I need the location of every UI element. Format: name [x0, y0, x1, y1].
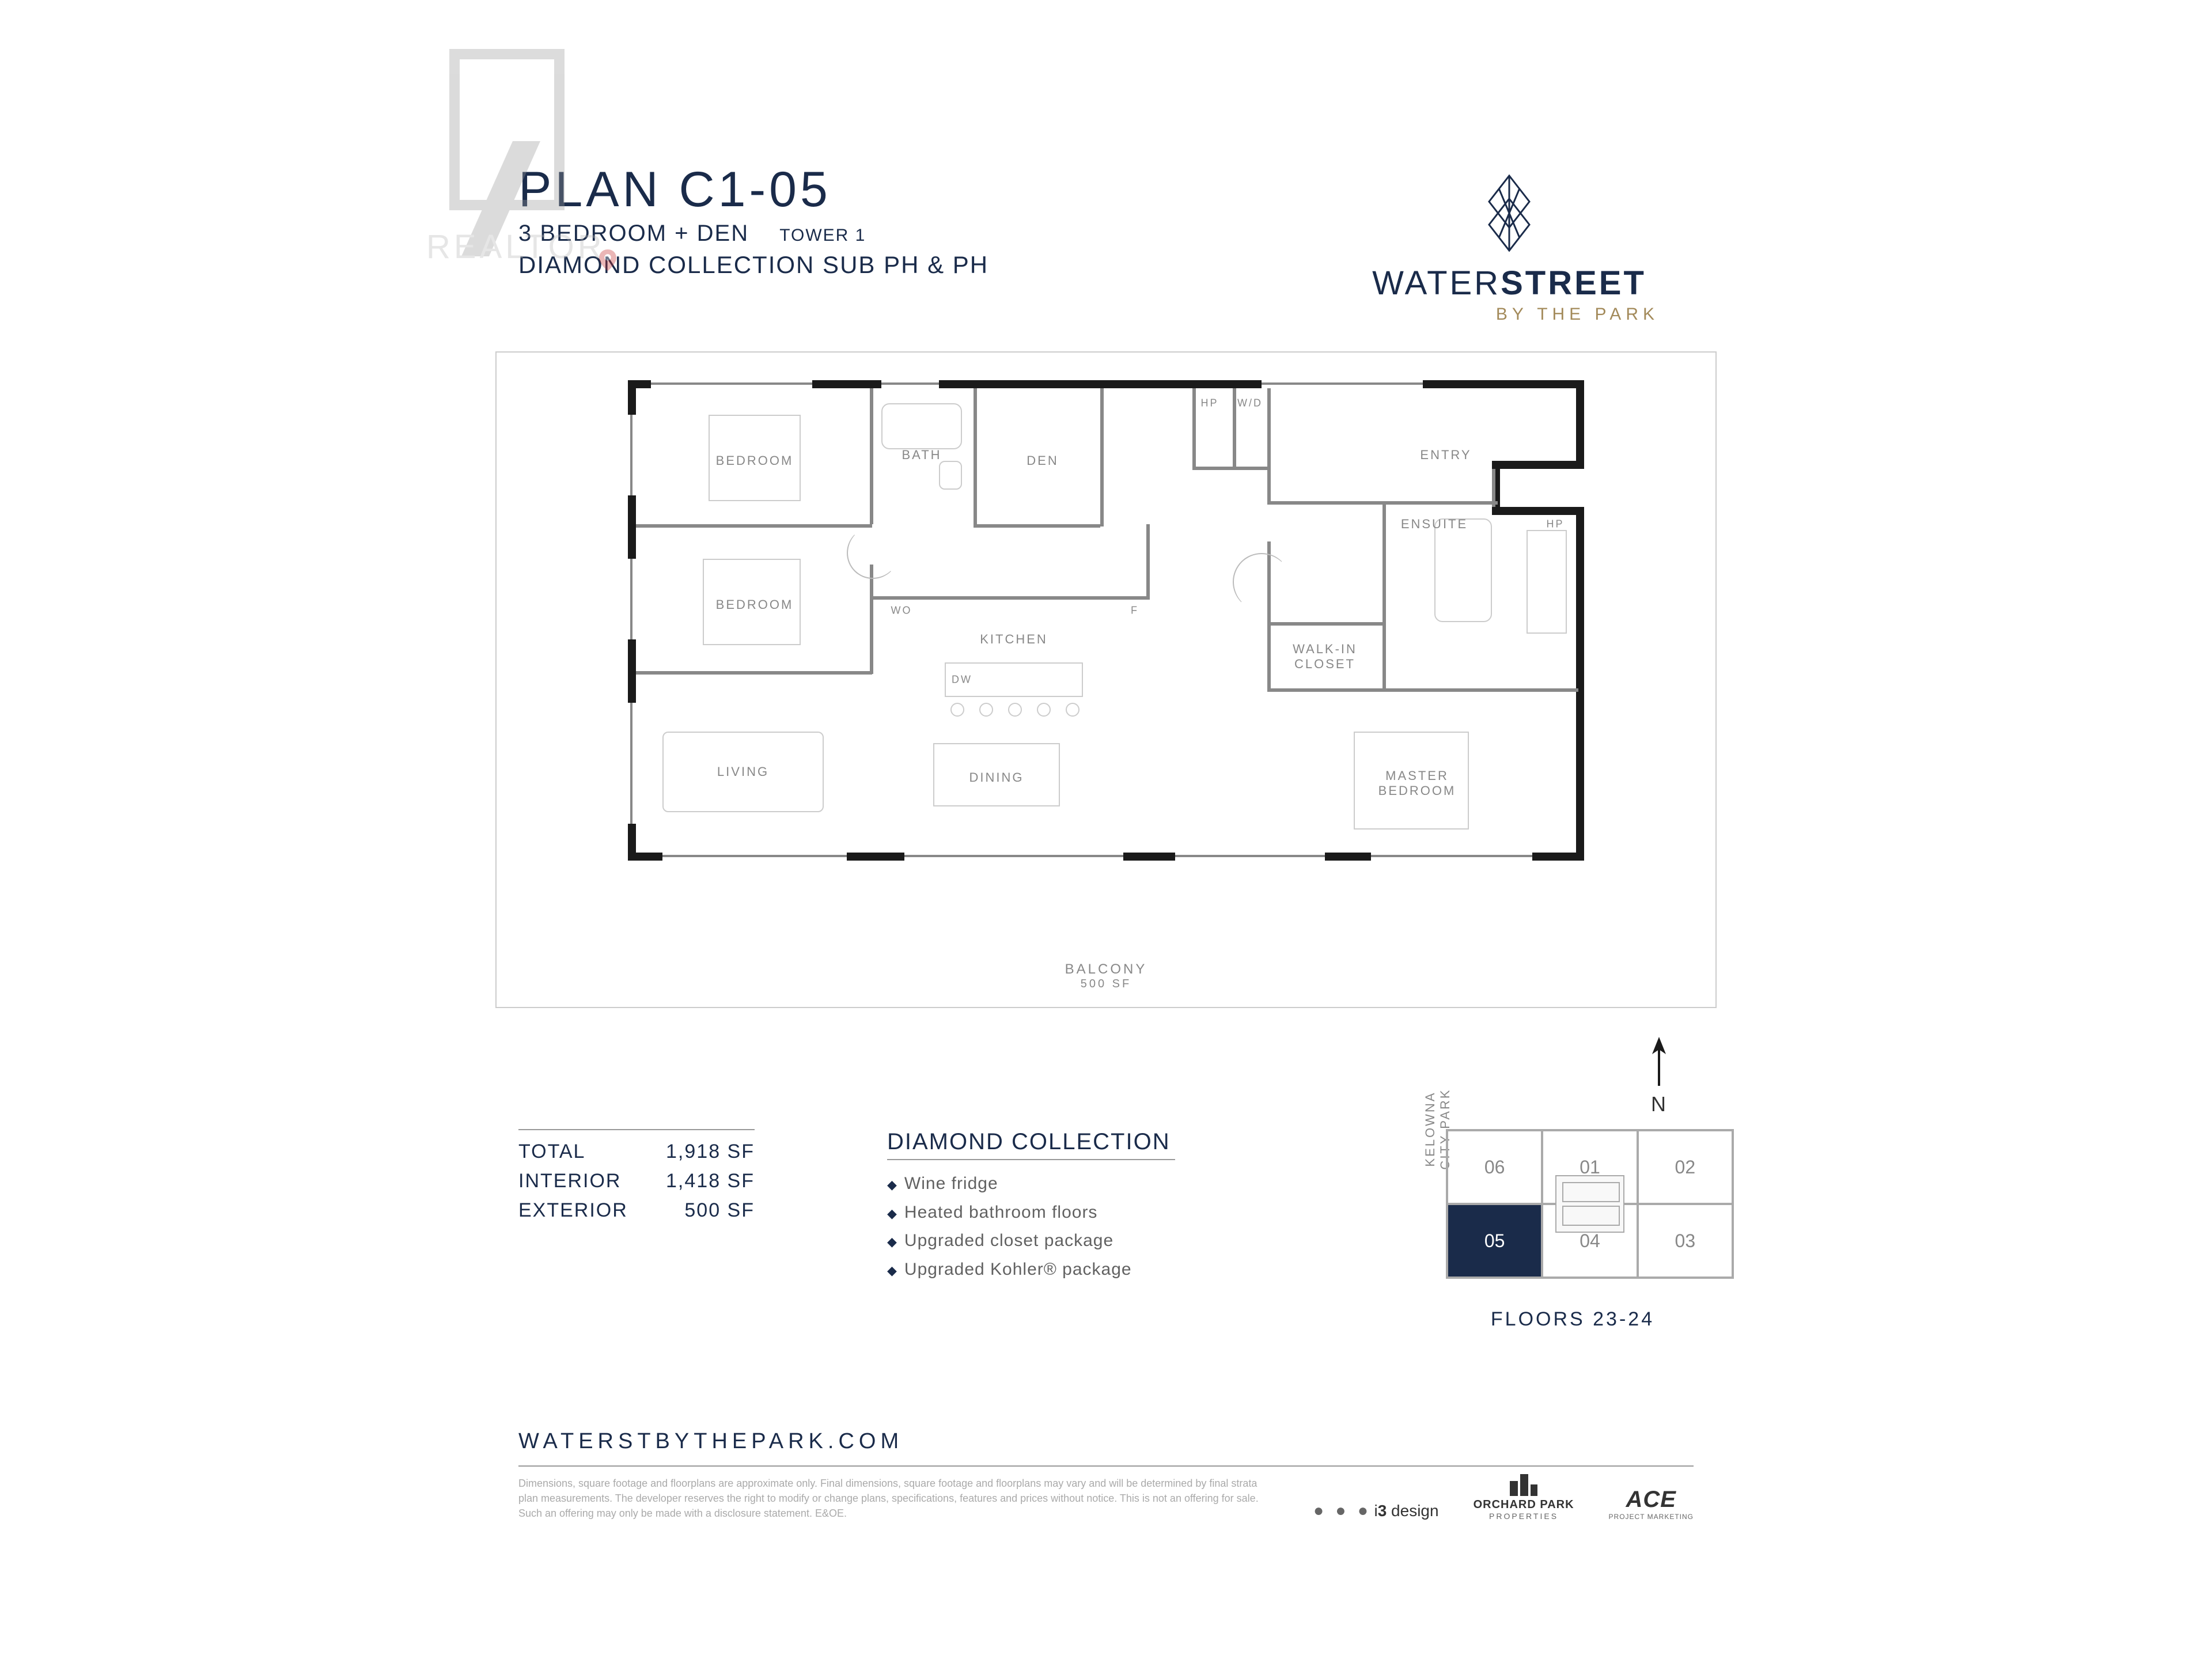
- ace-text: ACE: [1609, 1487, 1694, 1513]
- feature-3: Upgraded closet package: [904, 1231, 1113, 1250]
- footer-logos: ● ● ● i3 design ORCHARD PARK PROPERTIES …: [1313, 1471, 1694, 1521]
- sqft-total-val: 1,918 SF: [651, 1141, 755, 1163]
- label-dw: DW: [952, 674, 972, 686]
- locator-floors: FLOORS 23-24: [1411, 1308, 1734, 1331]
- label-bedroom2: BEDROOM: [716, 597, 794, 612]
- unit: BEDROOM BATH DEN HP W/D ENTRY BEDROOM WO…: [628, 380, 1584, 910]
- label-bedroom1: BEDROOM: [716, 453, 794, 468]
- plan-bedrooms: 3 BEDROOM + DEN: [518, 221, 749, 246]
- collection-list: ◆Wine fridge ◆Heated bathroom floors ◆Up…: [887, 1169, 1132, 1283]
- label-entry: ENTRY: [1420, 448, 1471, 463]
- feature-4: Upgraded Kohler® package: [904, 1260, 1132, 1279]
- sqft-exterior-val: 500 SF: [651, 1199, 755, 1222]
- brand-name-bold: STREET: [1501, 264, 1646, 302]
- label-den: DEN: [1027, 453, 1058, 468]
- locator: KELOWNA CITY PARK 06 01 02 05 04 03 FLOO…: [1411, 1129, 1734, 1302]
- toilet: [939, 461, 962, 490]
- label-ensuite: ENSUITE: [1401, 517, 1468, 532]
- logo-ace: ACE PROJECT MARKETING: [1609, 1487, 1694, 1521]
- feature-2: Heated bathroom floors: [904, 1203, 1098, 1222]
- orchard-properties-text: PROPERTIES: [1474, 1512, 1574, 1521]
- brand-tagline: BY THE PARK: [1359, 305, 1659, 324]
- feature-1: Wine fridge: [904, 1174, 998, 1193]
- sqft-interior-label: INTERIOR: [518, 1170, 651, 1192]
- ensuite-tub: [1434, 518, 1492, 622]
- footer-url: WATERSTBYTHEPARK.COM: [518, 1429, 1694, 1454]
- loc-06: 06: [1447, 1130, 1542, 1204]
- loc-03: 03: [1638, 1204, 1733, 1278]
- label-hp1: HP: [1200, 397, 1218, 410]
- footer-legal: Dimensions, square footage and floorplan…: [518, 1476, 1279, 1521]
- bathtub: [881, 403, 962, 449]
- label-balcony: BALCONY 500 SF: [1065, 961, 1147, 991]
- label-f: F: [1131, 605, 1139, 617]
- balcony-text: BALCONY: [1065, 961, 1147, 977]
- sqft-total-label: TOTAL: [518, 1141, 651, 1163]
- label-living: LIVING: [717, 764, 769, 779]
- locator-core: [1555, 1175, 1624, 1233]
- floorplan: BEDROOM BATH DEN HP W/D ENTRY BEDROOM WO…: [495, 351, 1717, 1008]
- compass: N: [1647, 1037, 1671, 1116]
- logo-i3design: ● ● ● i3 design: [1313, 1501, 1439, 1521]
- brand-logo: WATERSTREET BY THE PARK: [1359, 173, 1659, 324]
- label-bath: BATH: [902, 448, 941, 463]
- compass-n: N: [1647, 1092, 1671, 1116]
- ensuite-vanity: [1527, 530, 1567, 634]
- brand-name-light: WATER: [1372, 264, 1501, 302]
- logo-orchard-park: ORCHARD PARK PROPERTIES: [1474, 1471, 1574, 1521]
- label-hp2: HP: [1546, 518, 1564, 531]
- loc-05: 05: [1447, 1204, 1542, 1278]
- label-wd: W/D: [1237, 397, 1263, 410]
- sqft-exterior-label: EXTERIOR: [518, 1199, 651, 1222]
- locator-grid: 06 01 02 05 04 03: [1446, 1129, 1734, 1279]
- header: PLAN C1-05 3 BEDROOM + DEN TOWER 1 DIAMO…: [518, 161, 1694, 279]
- footer: WATERSTBYTHEPARK.COM Dimensions, square …: [518, 1429, 1694, 1521]
- ace-sub-text: PROJECT MARKETING: [1609, 1513, 1694, 1521]
- brand-name: WATERSTREET: [1359, 264, 1659, 302]
- label-walkin: WALK-IN CLOSET: [1293, 642, 1357, 672]
- sqft-table: TOTAL1,918 SF INTERIOR1,418 SF EXTERIOR5…: [518, 1129, 755, 1229]
- collection-title: DIAMOND COLLECTION: [887, 1129, 1171, 1155]
- balcony-sf: 500 SF: [1065, 978, 1147, 991]
- plan-tower: TOWER 1: [779, 226, 866, 245]
- label-kitchen: KITCHEN: [980, 632, 1048, 647]
- label-wo: WO: [891, 605, 912, 617]
- label-dining: DINING: [969, 770, 1024, 785]
- sqft-interior-val: 1,418 SF: [651, 1170, 755, 1192]
- page: PLAN C1-05 3 BEDROOM + DEN TOWER 1 DIAMO…: [432, 75, 1780, 1584]
- loc-02: 02: [1638, 1130, 1733, 1204]
- brand-diamond-icon: [1483, 173, 1535, 253]
- label-master: MASTER BEDROOM: [1378, 768, 1456, 798]
- orchard-park-text: ORCHARD PARK: [1474, 1498, 1574, 1512]
